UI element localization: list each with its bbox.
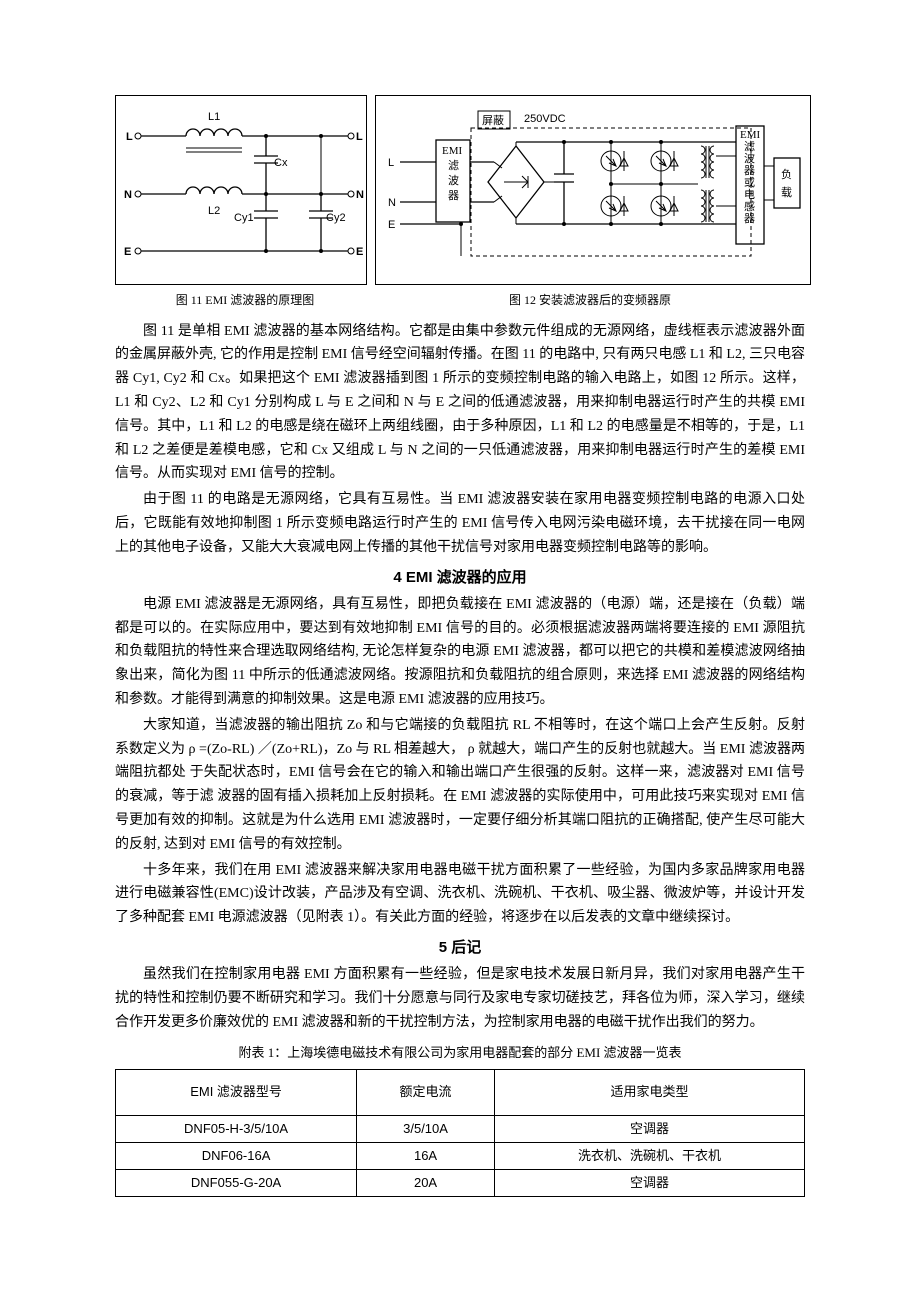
table-row: DNF06-16A 16A 洗衣机、洗碗机、干衣机	[116, 1142, 805, 1169]
label-L2: L2	[208, 205, 220, 217]
label-N-right: N	[356, 189, 364, 201]
paragraph-1: 图 11 是单相 EMI 滤波器的基本网络结构。它都是由集中参数元件组成的无源网…	[115, 320, 805, 487]
load-label: 负载	[781, 167, 792, 199]
label-Cx: Cx	[274, 157, 288, 169]
label-L1: L1	[208, 111, 220, 123]
table-title: 附表 1：上海埃德电磁技术有限公司为家用电器配套的部分 EMI 滤波器一览表	[115, 1043, 805, 1063]
label-E-left: E	[124, 246, 131, 258]
caption-row: 图 11 EMI 滤波器的原理图 图 12 安装滤波器后的变频器原	[115, 291, 805, 310]
section-5-heading: 5 后记	[115, 936, 805, 959]
label-Cy2: Cy2	[326, 212, 346, 224]
table-row: DNF05-H-3/5/10A 3/5/10A 空调器	[116, 1115, 805, 1142]
label-E: E	[388, 219, 395, 231]
paragraph-6: 虽然我们在控制家用电器 EMI 方面积累有一些经验，但是家电技术发展日新月异，我…	[115, 963, 805, 1034]
paragraph-4: 大家知道，当滤波器的输出阻抗 Zo 和与它端接的负载阻抗 RL 不相等时，在这个…	[115, 714, 805, 857]
paragraph-3: 电源 EMI 滤波器是无源网络，具有互易性，即把负载接在 EMI 滤波器的（电源…	[115, 593, 805, 712]
label-N: N	[388, 197, 396, 209]
paragraph-2: 由于图 11 的电路是无源网络，它具有互易性。当 EMI 滤波器安装在家用电器变…	[115, 488, 805, 559]
section-4-heading: 4 EMI 滤波器的应用	[115, 566, 805, 589]
label-shield: 屏蔽	[482, 114, 504, 127]
figure-11-caption: 图 11 EMI 滤波器的原理图	[115, 291, 375, 310]
figure-11: L L L1 Cx N N L2	[115, 95, 367, 285]
th-model: EMI 滤波器型号	[116, 1069, 357, 1115]
appendix-table: EMI 滤波器型号 额定电流 适用家电类型 DNF05-H-3/5/10A 3/…	[115, 1069, 805, 1197]
label-L-right: L	[356, 131, 363, 143]
label-Cy1: Cy1	[234, 212, 254, 224]
label-N-left: N	[124, 189, 132, 201]
label-L: L	[388, 157, 394, 169]
paragraph-5: 十多年来，我们在用 EMI 滤波器来解决家用电器电磁干扰方面积累了一些经验，为国…	[115, 859, 805, 930]
right-box-label: EMI滤波器或电感器	[740, 129, 761, 225]
label-voltage: 250VDC	[524, 113, 566, 125]
figure-12-caption: 图 12 安装滤波器后的变频器原	[375, 291, 805, 310]
table-row: DNF055-G-20A 20A 空调器	[116, 1170, 805, 1197]
th-current: 额定电流	[357, 1069, 495, 1115]
figure-12: 屏蔽 250VDC L N E EMI滤波器	[375, 95, 811, 285]
table-header-row: EMI 滤波器型号 额定电流 适用家电类型	[116, 1069, 805, 1115]
th-type: 适用家电类型	[494, 1069, 804, 1115]
figures-row: L L L1 Cx N N L2	[115, 95, 805, 285]
label-E-right: E	[356, 246, 363, 258]
label-L-left: L	[126, 131, 133, 143]
emi-filter-label: EMI滤波器	[442, 145, 463, 202]
